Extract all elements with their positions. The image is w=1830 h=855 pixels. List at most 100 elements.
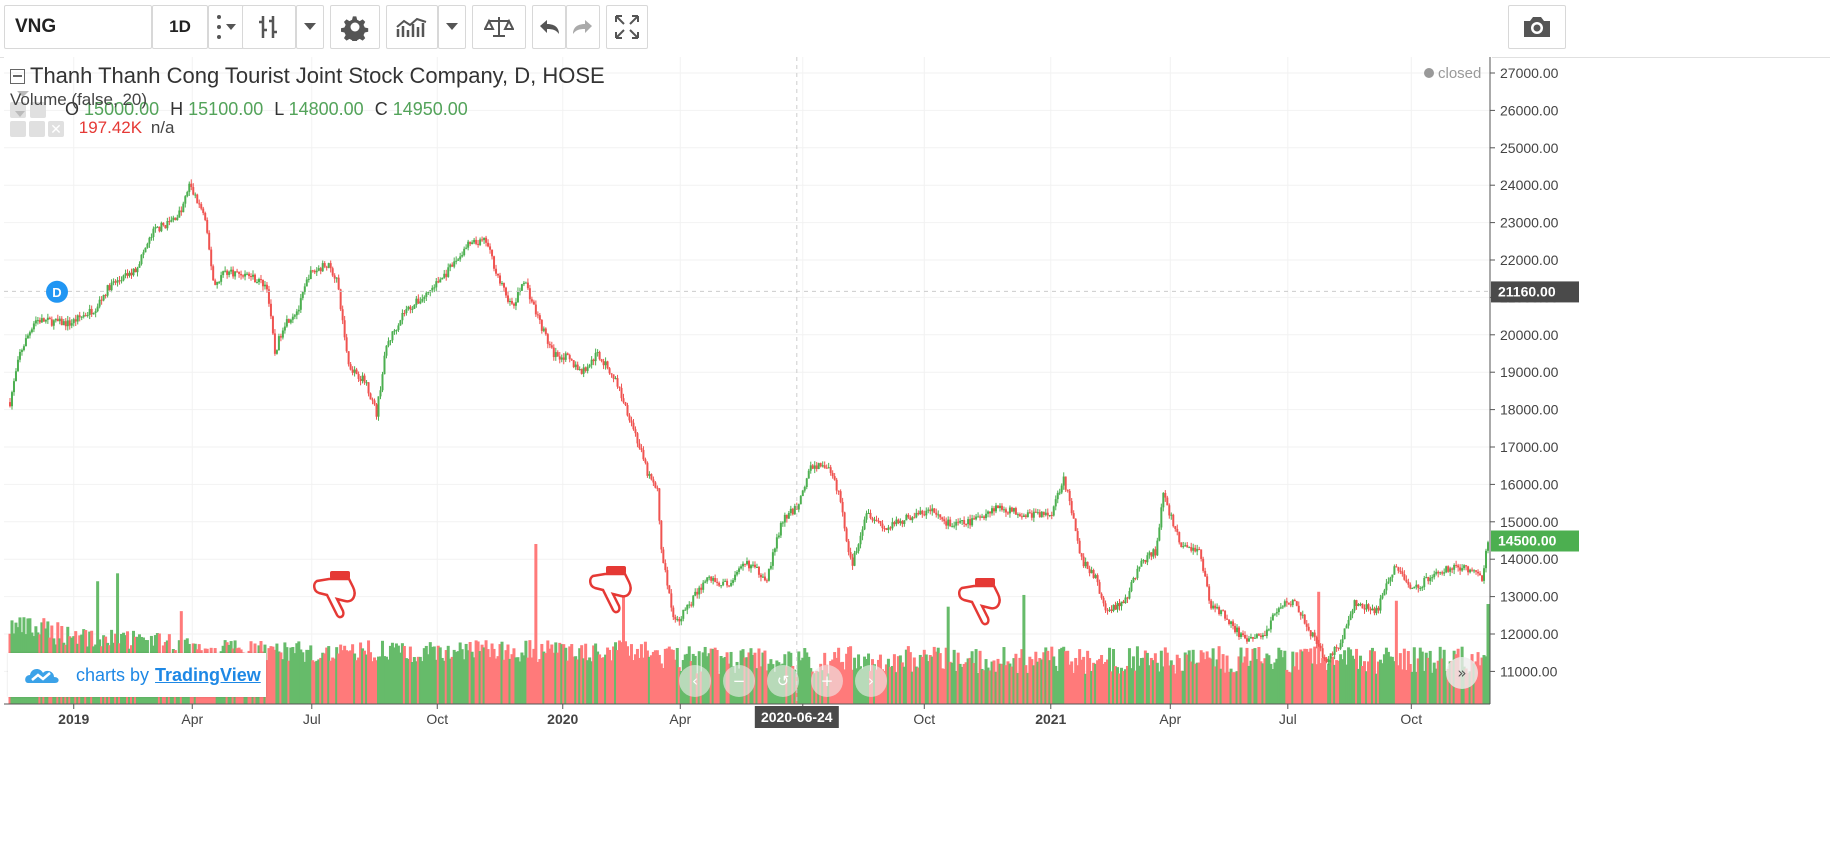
volume-bar: [1287, 671, 1291, 704]
volume-bar: [1253, 648, 1257, 704]
candle-body: [407, 306, 410, 309]
screenshot-button[interactable]: [1508, 5, 1566, 49]
volume-bar: [1149, 657, 1153, 704]
volume-bar: [1209, 658, 1213, 704]
volume-bar: [954, 670, 958, 704]
volume-bar: [500, 641, 504, 704]
volume-bar: [1341, 659, 1345, 704]
candle-body: [1222, 610, 1225, 612]
volume-bar: [1480, 657, 1484, 704]
candle-body: [746, 561, 749, 565]
volume-bar: [271, 646, 275, 704]
candle-body: [220, 275, 223, 282]
candle-body: [148, 237, 151, 244]
collapse-legend-icon[interactable]: [10, 68, 25, 84]
volume-bar: [1157, 671, 1161, 704]
candle-body: [734, 574, 737, 581]
volume-bar: [1281, 657, 1285, 704]
candle-body: [1325, 658, 1328, 663]
dropdown-icon[interactable]: [16, 89, 30, 99]
volume-bar: [496, 656, 500, 704]
candle-body: [835, 479, 838, 491]
compare-button[interactable]: [472, 5, 526, 49]
redo-button[interactable]: [566, 5, 600, 49]
candle-body: [1371, 608, 1374, 611]
candle-body: [36, 320, 39, 322]
volume-bar: [1147, 665, 1151, 704]
close-icon[interactable]: ✕: [48, 120, 64, 137]
candle-body: [1198, 548, 1201, 550]
symbol-search-box[interactable]: VNG: [4, 5, 152, 49]
interval-menu-button[interactable]: [208, 5, 244, 49]
candle-body: [216, 282, 219, 285]
volume-bar: [622, 574, 626, 704]
candle-body: [421, 298, 424, 302]
volume-bar: [546, 640, 550, 704]
interval-button[interactable]: 1D: [152, 5, 208, 49]
candle-body: [1104, 603, 1107, 611]
fullscreen-button[interactable]: [606, 5, 648, 49]
candle-body: [985, 513, 988, 519]
candle-body: [287, 319, 290, 323]
candle-body: [1168, 505, 1171, 516]
volume-bar: [669, 649, 673, 704]
candle-body: [767, 568, 770, 581]
undo-button[interactable]: [532, 5, 566, 49]
volume-bar: [1056, 670, 1060, 704]
candle-body: [594, 352, 597, 362]
candle-body: [1379, 598, 1382, 611]
indicators-menu-button[interactable]: [438, 5, 466, 49]
candle-body: [855, 551, 858, 553]
volume-bar: [651, 651, 655, 704]
candle-body: [927, 509, 930, 511]
volume-bar: [1203, 659, 1207, 704]
chart-area[interactable]: D ‹ − ↺ + › » 27000.00 26000.00 25000.00 24000.00…: [4, 57, 1830, 853]
volume-bar: [1044, 647, 1048, 704]
candle-body: [1148, 552, 1151, 556]
volume-bar: [540, 643, 544, 704]
candle-body: [1429, 577, 1432, 582]
crosshair-price-label: 21160.00: [1498, 283, 1556, 299]
tradingview-watermark[interactable]: charts by TradingView: [8, 653, 266, 697]
volume-bar: [1028, 656, 1032, 704]
volume-bar: [1307, 651, 1311, 704]
scroll-to-end-button: [1446, 657, 1478, 689]
settings-button[interactable]: [330, 5, 380, 49]
volume-bar: [562, 644, 566, 704]
candle-body: [837, 490, 840, 492]
volume-bar: [1201, 652, 1205, 704]
volume-bar: [1366, 661, 1370, 704]
volume-bar: [448, 658, 452, 704]
volume-bar: [950, 662, 954, 704]
volume-bar: [616, 650, 620, 704]
volume-bar: [930, 656, 934, 704]
volume-bar: [289, 647, 293, 704]
indicators-button[interactable]: [386, 5, 438, 49]
volume-bar: [1297, 669, 1301, 704]
candle-body: [1447, 566, 1450, 572]
volume-bar: [1289, 672, 1293, 704]
volume-bar: [657, 654, 661, 704]
volume-bar: [299, 649, 303, 704]
candle-body: [996, 505, 999, 509]
candle-body: [1154, 549, 1157, 556]
eye-icon[interactable]: [10, 120, 26, 137]
volume-bar: [1422, 670, 1426, 704]
volume-bar: [1205, 651, 1209, 704]
volume-bar: [1026, 672, 1030, 704]
candle-body: [281, 330, 284, 338]
gear-icon[interactable]: [30, 102, 46, 119]
dropdown-icon[interactable]: [14, 110, 26, 118]
gear-icon[interactable]: [29, 120, 45, 137]
volume-bar: [1123, 669, 1127, 704]
bar-style-menu-button[interactable]: [296, 5, 324, 49]
candle-body: [1309, 630, 1312, 637]
volume-bar: [1002, 647, 1006, 704]
volume-bar: [1486, 604, 1490, 704]
bar-style-button[interactable]: [242, 5, 296, 49]
watermark-brand[interactable]: TradingView: [155, 664, 261, 685]
volume-bar: [1484, 656, 1488, 704]
candle-body: [244, 273, 247, 277]
volume-bar: [602, 657, 606, 704]
candle-body: [755, 566, 758, 568]
